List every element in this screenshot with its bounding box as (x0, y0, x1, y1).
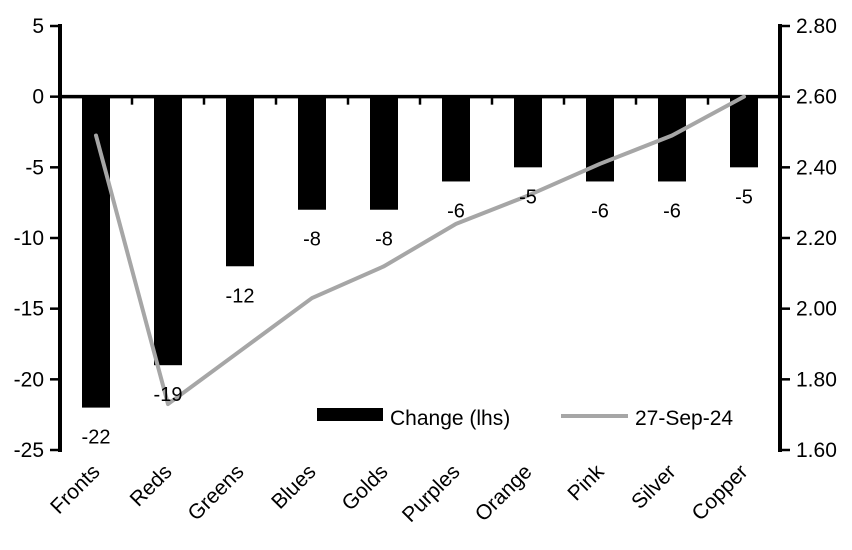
category-label: Pink (563, 460, 609, 506)
line-series (94, 94, 746, 407)
bar-value-label: -8 (303, 229, 321, 251)
line-series-path (94, 94, 746, 407)
bar (154, 96, 182, 366)
left-axis-tick-label: 5 (32, 15, 44, 38)
left-axis-tick-label: -20 (14, 368, 44, 391)
bar (298, 96, 326, 210)
right-axis-tick-label: 2.20 (796, 227, 837, 250)
right-axis-tick-label: 2.80 (796, 15, 837, 38)
legend-bar-swatch-icon (317, 408, 383, 421)
category-label: Orange (471, 460, 537, 526)
labels: 5 0 -5 -10 -15 -20 -25 2.80 2.60 2.40 2.20 2.00 1.80… (14, 15, 837, 527)
right-axis-tick-label: 1.60 (796, 439, 837, 462)
category-label: Copper (688, 460, 753, 525)
left-axis-tick-label: -10 (14, 227, 44, 250)
legend: Change (lhs) 27-Sep-24 (317, 407, 733, 430)
right-axis-tick-label: 2.60 (796, 86, 837, 109)
bar-value-label: -19 (154, 384, 183, 406)
left-axis-tick-label: 0 (32, 86, 44, 109)
bar-value-label: -8 (375, 229, 393, 251)
bar (514, 96, 542, 168)
legend-label-line-series: 27-Sep-24 (635, 407, 733, 430)
bar (442, 96, 470, 182)
bar-value-label: -5 (519, 186, 537, 208)
bar (370, 96, 398, 210)
bar-value-label: -12 (226, 285, 255, 307)
category-label: Silver (627, 460, 680, 513)
bar-value-label: -6 (447, 200, 465, 222)
left-axis-tick-label: -25 (14, 439, 44, 462)
bar-value-label: -5 (735, 186, 753, 208)
left-axis-tick-label: -5 (25, 156, 44, 179)
right-axis-tick-label: 2.40 (796, 156, 837, 179)
bar (226, 96, 254, 267)
category-label: Reds (126, 460, 177, 511)
bar-value-label: -6 (663, 200, 681, 222)
category-label: Golds (337, 460, 392, 515)
bar (730, 96, 758, 168)
bar-value-label: -6 (591, 200, 609, 222)
bar (82, 96, 110, 408)
bar-value-label: -22 (82, 427, 111, 449)
left-axis-tick-label: -15 (14, 298, 44, 321)
category-label: Purples (398, 460, 465, 527)
category-label: Blues (267, 460, 320, 513)
category-label: Fronts (46, 460, 104, 518)
legend-label-bar-series: Change (lhs) (390, 407, 510, 430)
right-axis-tick-label: 2.00 (796, 298, 837, 321)
right-axis-tick-label: 1.80 (796, 368, 837, 391)
category-label: Greens (184, 460, 249, 525)
